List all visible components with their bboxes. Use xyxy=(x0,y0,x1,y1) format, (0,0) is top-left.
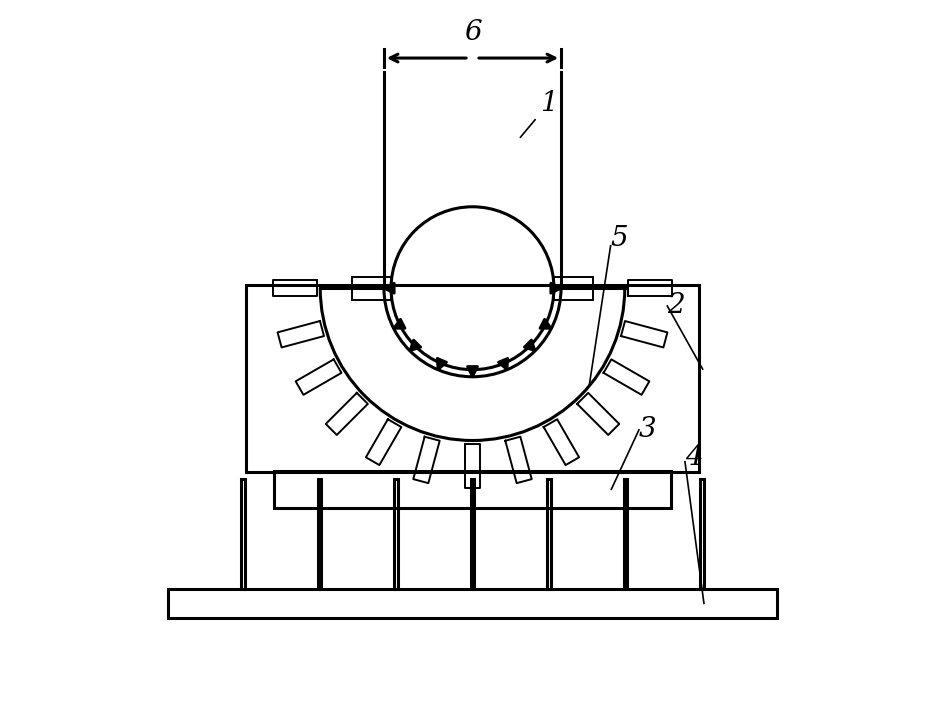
Text: 4: 4 xyxy=(684,444,701,471)
Text: 5: 5 xyxy=(610,225,628,252)
Bar xyxy=(352,277,391,299)
Bar xyxy=(241,479,244,589)
Bar xyxy=(553,277,592,299)
Bar xyxy=(274,471,670,508)
Bar xyxy=(245,284,699,472)
Bar xyxy=(317,479,321,589)
Bar xyxy=(168,589,776,618)
Bar xyxy=(700,479,703,589)
Bar xyxy=(470,479,474,589)
Text: 2: 2 xyxy=(666,292,684,319)
Text: 6: 6 xyxy=(464,19,481,46)
Bar xyxy=(394,479,397,589)
Bar xyxy=(623,479,627,589)
Bar xyxy=(547,479,550,589)
Text: 3: 3 xyxy=(638,416,656,443)
Text: 1: 1 xyxy=(520,90,557,137)
